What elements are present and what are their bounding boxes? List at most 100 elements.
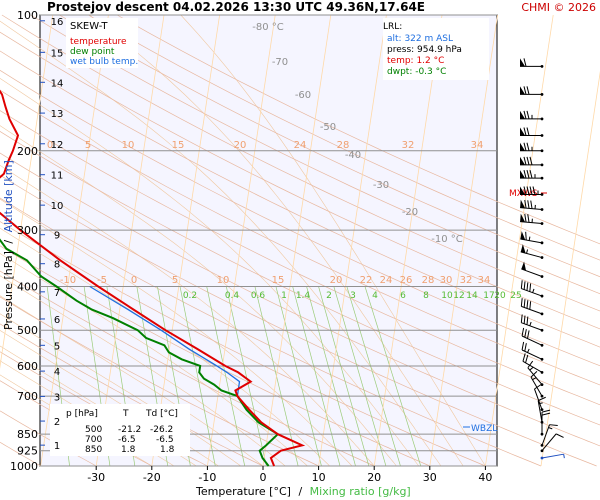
table-cell-td: 1.8	[160, 445, 175, 455]
chmi-credit: CHMI © 2026	[521, 1, 596, 14]
mixing-ratio-line	[346, 286, 401, 467]
wbzl-label: WBZL	[471, 424, 497, 434]
wind-barb	[520, 280, 544, 298]
theta-e-label: 30	[440, 275, 453, 286]
altitude-tick-label: 10	[51, 201, 64, 212]
x-tick-label: -10	[198, 471, 216, 484]
pressure-tick-label: 925	[17, 445, 38, 458]
dry-adiabat-label: -30	[373, 180, 389, 191]
wind-barb	[537, 396, 546, 424]
theta-e-label: 5	[172, 275, 178, 286]
table-row: 500 -21.2 -26.2	[85, 425, 173, 435]
dry-adiabat-line	[0, 152, 600, 447]
lrl-title: LRL:	[383, 22, 402, 32]
dry-adiabat-label: -40	[345, 150, 361, 161]
dry-adiabat-line	[0, 89, 600, 386]
x-tick-label: 30	[423, 471, 437, 484]
dry-adiabat-label: -70	[272, 57, 288, 68]
altitude-tick-label: 15	[51, 48, 64, 59]
altitude-tick-label: 3	[54, 392, 60, 403]
wind-barb	[521, 261, 544, 278]
table-cell-t: -21.2	[118, 425, 141, 435]
altitude-tick-label: 6	[54, 315, 60, 326]
wind-barb	[534, 383, 544, 412]
legend-dewpoint: dew point	[70, 47, 115, 57]
theta-e-label: 15	[172, 140, 185, 151]
dry-adiabat-label: -60	[295, 90, 311, 101]
mixing-ratio-tick-label: 25	[510, 291, 521, 301]
theta-e-label: 32	[402, 140, 415, 151]
mixing-ratio-line	[275, 286, 322, 467]
pressure-tick-label: 400	[17, 281, 38, 294]
isotherm-line	[373, 14, 443, 467]
mixing-ratio-tick-label: 14	[466, 291, 478, 301]
wind-barb	[527, 360, 544, 387]
theta-e-label: 20	[330, 275, 343, 286]
wind-barb	[540, 409, 551, 436]
pressure-tick-label: 600	[17, 360, 38, 373]
dry-adiabat-line	[0, 31, 600, 330]
pressure-tick-label: 850	[17, 428, 38, 441]
mixing-ratio-line	[306, 286, 356, 467]
isotherm-line	[485, 14, 554, 467]
isotherm-line	[429, 14, 499, 467]
altitude-tick-label: 14	[51, 78, 64, 89]
dry-adiabat-line	[88, 14, 600, 261]
mixing-ratio-tick-label: 12	[453, 291, 464, 301]
mixing-ratio-tick-label: 0.2	[183, 291, 197, 301]
dry-adiabat-line	[1, 14, 600, 312]
lrl-temp: temp: 1.2 °C	[387, 56, 444, 66]
isotherm-line	[151, 14, 221, 467]
theta-e-label: 26	[400, 275, 413, 286]
lrl-alt: alt: 322 m ASL	[387, 34, 453, 44]
mixing-ratio-tick-label: 6	[400, 291, 406, 301]
wind-barb	[540, 453, 565, 460]
x-tick-label: -30	[87, 471, 105, 484]
wind-barb	[520, 231, 544, 245]
isotherms	[0, 14, 600, 467]
wind-barb	[540, 424, 558, 447]
isotherm-line	[540, 70, 600, 467]
dry-adiabat-line	[0, 110, 600, 406]
pressure-tick-label: 100	[17, 9, 38, 22]
theta-e-label: 0	[47, 140, 53, 151]
isotherm-line	[207, 14, 276, 467]
theta-e-label: 5	[85, 140, 91, 151]
dry-adiabat-line	[116, 14, 600, 245]
grid-labels: 0.2 0.4 0.6 1 1.4 2 3 4 6 8 10 12 14 17 20 25-80 °C-70-…	[47, 22, 522, 301]
altitude-tick-label: 11	[51, 171, 64, 182]
theta-e-label: 24	[380, 275, 393, 286]
altitude-tick-label: 5	[54, 341, 60, 352]
theta-e-label: 28	[337, 140, 350, 151]
legend-temperature: temperature	[70, 37, 127, 47]
mixing-ratio-tick-label: 8	[423, 291, 429, 301]
x-axis-label-separator: /	[298, 485, 302, 498]
altitude-tick-label: 16	[51, 17, 64, 28]
mixing-ratio-tick-label: 1.4	[296, 291, 311, 301]
pressure-axis: 100 200 300 400 500 600 700 850 925 1000	[10, 9, 38, 473]
table-cell-t: 1.8	[121, 445, 136, 455]
pressure-tick-label: 300	[17, 224, 38, 237]
lrl-dwpt: dwpt: -0.3 °C	[387, 67, 446, 77]
theta-e-label: 0	[131, 275, 137, 286]
theta-e-label: 15	[272, 275, 285, 286]
table-cell-p: 850	[85, 445, 102, 455]
isotherm-line	[318, 14, 387, 467]
wind-barb	[520, 314, 544, 332]
table-cell-p: 500	[85, 425, 102, 435]
dry-adiabat-line	[0, 131, 600, 426]
mixing-ratio-tick-label: 4	[372, 291, 378, 301]
table-row: 850 1.8 1.8	[85, 445, 175, 455]
wind-barb	[520, 156, 544, 167]
altitude-tick-label: 13	[51, 109, 64, 120]
temperature-axis: -30 -20 -10 0 10 20 30 40	[87, 466, 492, 484]
dry-adiabat-line	[0, 50, 600, 348]
pressure-tick-label: 500	[17, 324, 38, 337]
altitude-tick-label: 4	[54, 367, 60, 378]
altitude-tick-label: 7	[54, 288, 60, 299]
dry-adiabat-line	[59, 14, 600, 278]
pressure-tick-label: 700	[17, 390, 38, 403]
y-axis-label-separator: /	[2, 240, 15, 244]
altitude-tick-label: 9	[54, 231, 60, 242]
